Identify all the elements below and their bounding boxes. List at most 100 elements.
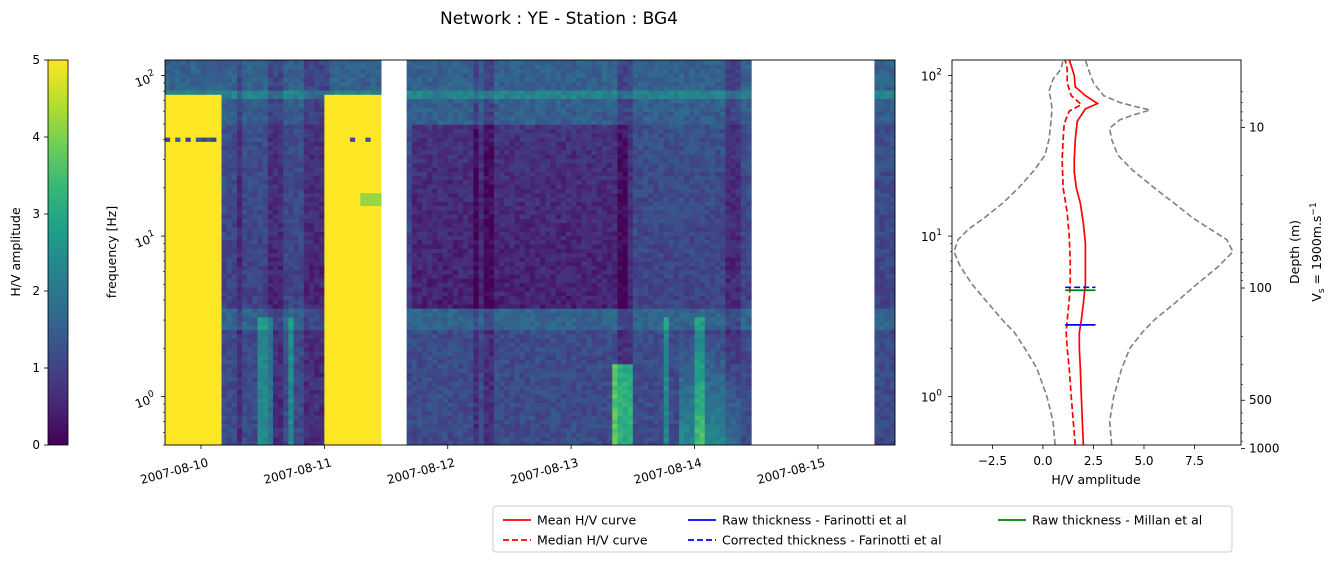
heatmap-cell — [360, 124, 367, 130]
heatmap-cell — [344, 252, 351, 258]
heatmap-cell — [226, 222, 233, 228]
heatmap-cell — [339, 380, 346, 386]
heatmap-cell — [416, 329, 423, 335]
heatmap-cell — [319, 295, 325, 301]
heatmap-cell — [452, 94, 459, 100]
heatmap-cell — [344, 179, 351, 185]
heatmap-cell — [206, 397, 212, 403]
heatmap-cell — [422, 368, 428, 373]
heatmap-cell — [231, 299, 238, 305]
heatmap-cell — [319, 252, 325, 258]
heatmap-cell — [463, 419, 469, 425]
heatmap-cell — [452, 256, 459, 262]
heatmap-cell — [170, 154, 176, 159]
heatmap-cell — [185, 325, 192, 331]
heatmap-cell — [236, 226, 243, 232]
heatmap-cell — [165, 111, 171, 117]
heatmap-cell — [468, 154, 475, 159]
heatmap-cell — [298, 98, 305, 104]
heatmap-cell — [180, 60, 187, 65]
heatmap-cell — [319, 166, 325, 172]
heatmap-cell — [170, 303, 176, 309]
heatmap-cell — [180, 196, 187, 202]
heatmap-cell — [288, 68, 295, 74]
heatmap-cell — [437, 145, 444, 151]
heatmap-cell — [206, 295, 212, 301]
heatmap-cell — [406, 239, 413, 245]
heatmap-cell — [272, 201, 279, 207]
heatmap-cell — [344, 355, 351, 361]
heatmap-cell — [370, 64, 377, 70]
heatmap-cell — [324, 402, 331, 408]
heatmap-cell — [216, 397, 223, 403]
heatmap-cell — [200, 286, 207, 292]
heatmap-cell — [185, 141, 192, 147]
heatmap-cell — [463, 363, 469, 369]
heatmap-cell — [447, 107, 454, 112]
heatmap-cell — [221, 94, 228, 100]
heatmap-cell — [437, 218, 444, 224]
heatmap-cell — [170, 261, 176, 266]
heatmap-cell — [375, 175, 382, 181]
heatmap-cell — [437, 162, 444, 168]
heatmap-cell — [319, 329, 325, 335]
heatmap-cell — [308, 415, 315, 420]
heatmap-cell — [165, 312, 171, 318]
heatmap-cell — [308, 162, 315, 168]
heatmap-cell — [175, 397, 182, 403]
heatmap-cell — [447, 419, 454, 425]
heatmap-cell — [185, 368, 192, 373]
heatmap-cell — [355, 316, 361, 322]
heatmap-cell — [339, 402, 346, 408]
heatmap-cell — [236, 149, 243, 155]
heatmap-cell — [257, 128, 264, 134]
heatmap-cell — [272, 397, 279, 403]
heatmap-cell — [406, 261, 413, 266]
heatmap-cell — [314, 410, 320, 416]
heatmap-cell — [257, 68, 264, 74]
heatmap-cell — [375, 209, 382, 215]
spectrogram-heatmap — [165, 60, 895, 445]
heatmap-cell — [288, 239, 295, 245]
heatmap-cell — [175, 60, 182, 65]
heatmap-cell — [288, 372, 295, 378]
heatmap-cell — [170, 355, 176, 361]
heatmap-cell — [180, 98, 187, 104]
heatmap-cell — [406, 64, 413, 70]
heatmap-cell — [226, 346, 233, 352]
heatmap-cell — [252, 261, 259, 266]
heatmap-cell — [216, 188, 223, 194]
heatmap-cell — [216, 299, 223, 305]
heatmap-cell — [468, 346, 475, 352]
heatmap-cell — [262, 338, 269, 343]
heatmap-cell — [267, 218, 274, 224]
heatmap-cell — [422, 389, 428, 395]
heatmap-cell — [442, 128, 449, 134]
heatmap-cell — [170, 389, 176, 395]
heatmap-cell — [339, 252, 346, 258]
heatmap-cell — [432, 346, 439, 352]
heatmap-cell — [308, 376, 315, 382]
heatmap-cell — [226, 419, 233, 425]
heatmap-cell — [283, 119, 289, 125]
heatmap-cell — [221, 410, 228, 416]
heatmap-cell — [211, 94, 218, 100]
heatmap-cell — [283, 273, 289, 279]
heatmap-cell — [236, 158, 243, 164]
heatmap-cell — [334, 218, 341, 224]
heatmap-cell — [437, 393, 444, 399]
heatmap-cell — [473, 376, 480, 382]
heatmap-cell — [267, 252, 274, 258]
heatmap-cell — [206, 282, 212, 288]
heatmap-cell — [262, 119, 269, 125]
heatmap-cell — [334, 261, 341, 266]
heatmap-cell — [175, 316, 182, 322]
heatmap-cell — [375, 77, 382, 82]
heatmap-cell — [206, 166, 212, 172]
heatmap-cell — [283, 201, 289, 207]
heatmap-cell — [442, 107, 449, 112]
heatmap-cell — [437, 389, 444, 395]
heatmap-cell — [324, 184, 331, 189]
heatmap-cell — [298, 214, 305, 219]
heatmap-cell — [242, 145, 248, 151]
